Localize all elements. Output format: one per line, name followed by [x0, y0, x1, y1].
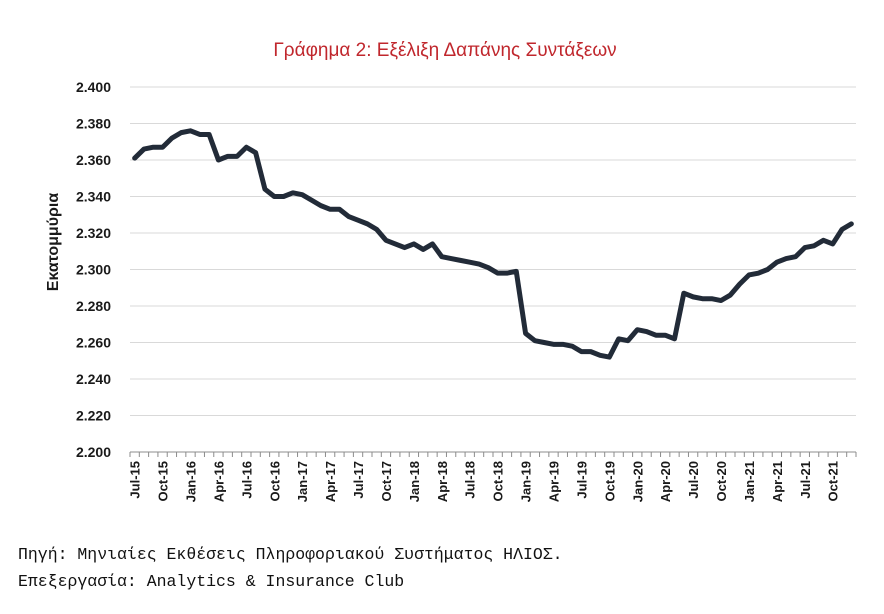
y-tick-label: 2.220 — [76, 408, 111, 424]
x-tick-label: Jan-16 — [184, 461, 199, 502]
x-tick-label: Jul-21 — [798, 461, 813, 499]
x-tick-label: Jul-17 — [351, 461, 366, 499]
chart-title: Γράφημα 2: Εξέλιξη Δαπάνης Συντάξεων — [273, 40, 616, 61]
y-tick-label: 2.340 — [76, 189, 111, 205]
y-tick-label: 2.280 — [76, 298, 111, 314]
x-tick-label: Jan-20 — [630, 461, 645, 502]
x-tick-label: Jan-19 — [519, 461, 534, 502]
y-tick-label: 2.380 — [76, 116, 111, 132]
line-chart: Γράφημα 2: Εξέλιξη Δαπάνης Συντάξεων Εκα… — [45, 40, 857, 502]
y-tick-label: 2.300 — [76, 262, 111, 278]
y-tick-label: 2.360 — [76, 152, 111, 168]
x-tick-label: Oct-17 — [379, 461, 394, 501]
x-tick-label: Apr-17 — [323, 461, 338, 502]
x-tick-label: Jan-17 — [295, 461, 310, 502]
y-tick-label: 2.240 — [76, 371, 111, 387]
source-note: Πηγή: Μηνιαίες Εκθέσεις Πληροφοριακού Συ… — [18, 545, 563, 564]
series-line — [132, 128, 854, 360]
x-tick-label: Apr-19 — [547, 461, 562, 502]
x-tick-label: Oct-21 — [826, 461, 841, 501]
x-tick-label: Oct-16 — [267, 461, 282, 501]
gridlines — [130, 86, 856, 416]
x-axis — [129, 451, 857, 457]
x-tick-label: Jul-19 — [574, 461, 589, 499]
x-tick-label: Oct-19 — [602, 461, 617, 501]
x-tick-label: Jan-18 — [407, 461, 422, 502]
x-tick-label: Jan-21 — [742, 461, 757, 502]
x-tick-label: Jul-16 — [239, 461, 254, 499]
x-tick-label: Jul-15 — [128, 461, 143, 499]
y-tick-label: 2.320 — [76, 225, 111, 241]
x-tick-label: Apr-18 — [435, 461, 450, 502]
y-axis-label: Εκατομμύρια — [45, 193, 62, 292]
y-tick-label: 2.200 — [76, 444, 111, 460]
x-tick-label: Oct-20 — [714, 461, 729, 501]
x-axis-ticks: Jul-15 Oct-15 Jan-16 Apr-16 Jul-16 Oct-16 Jan-… — [128, 461, 841, 502]
x-tick-label: Jul-20 — [686, 461, 701, 499]
y-axis-ticks: 2.200 2.220 2.240 2.260 2.280 2.300 2.320 2.340… — [76, 79, 111, 460]
x-tick-label: Apr-16 — [211, 461, 226, 502]
processing-note: Επεξεργασία: Analytics & Insurance Club — [18, 572, 405, 591]
x-tick-label: Oct-15 — [156, 461, 171, 501]
y-tick-label: 2.400 — [76, 79, 111, 95]
x-tick-label: Jul-18 — [463, 461, 478, 499]
x-tick-label: Apr-20 — [658, 461, 673, 502]
x-tick-label: Oct-18 — [491, 461, 506, 501]
y-tick-label: 2.260 — [76, 335, 111, 351]
x-tick-label: Apr-21 — [770, 461, 785, 502]
